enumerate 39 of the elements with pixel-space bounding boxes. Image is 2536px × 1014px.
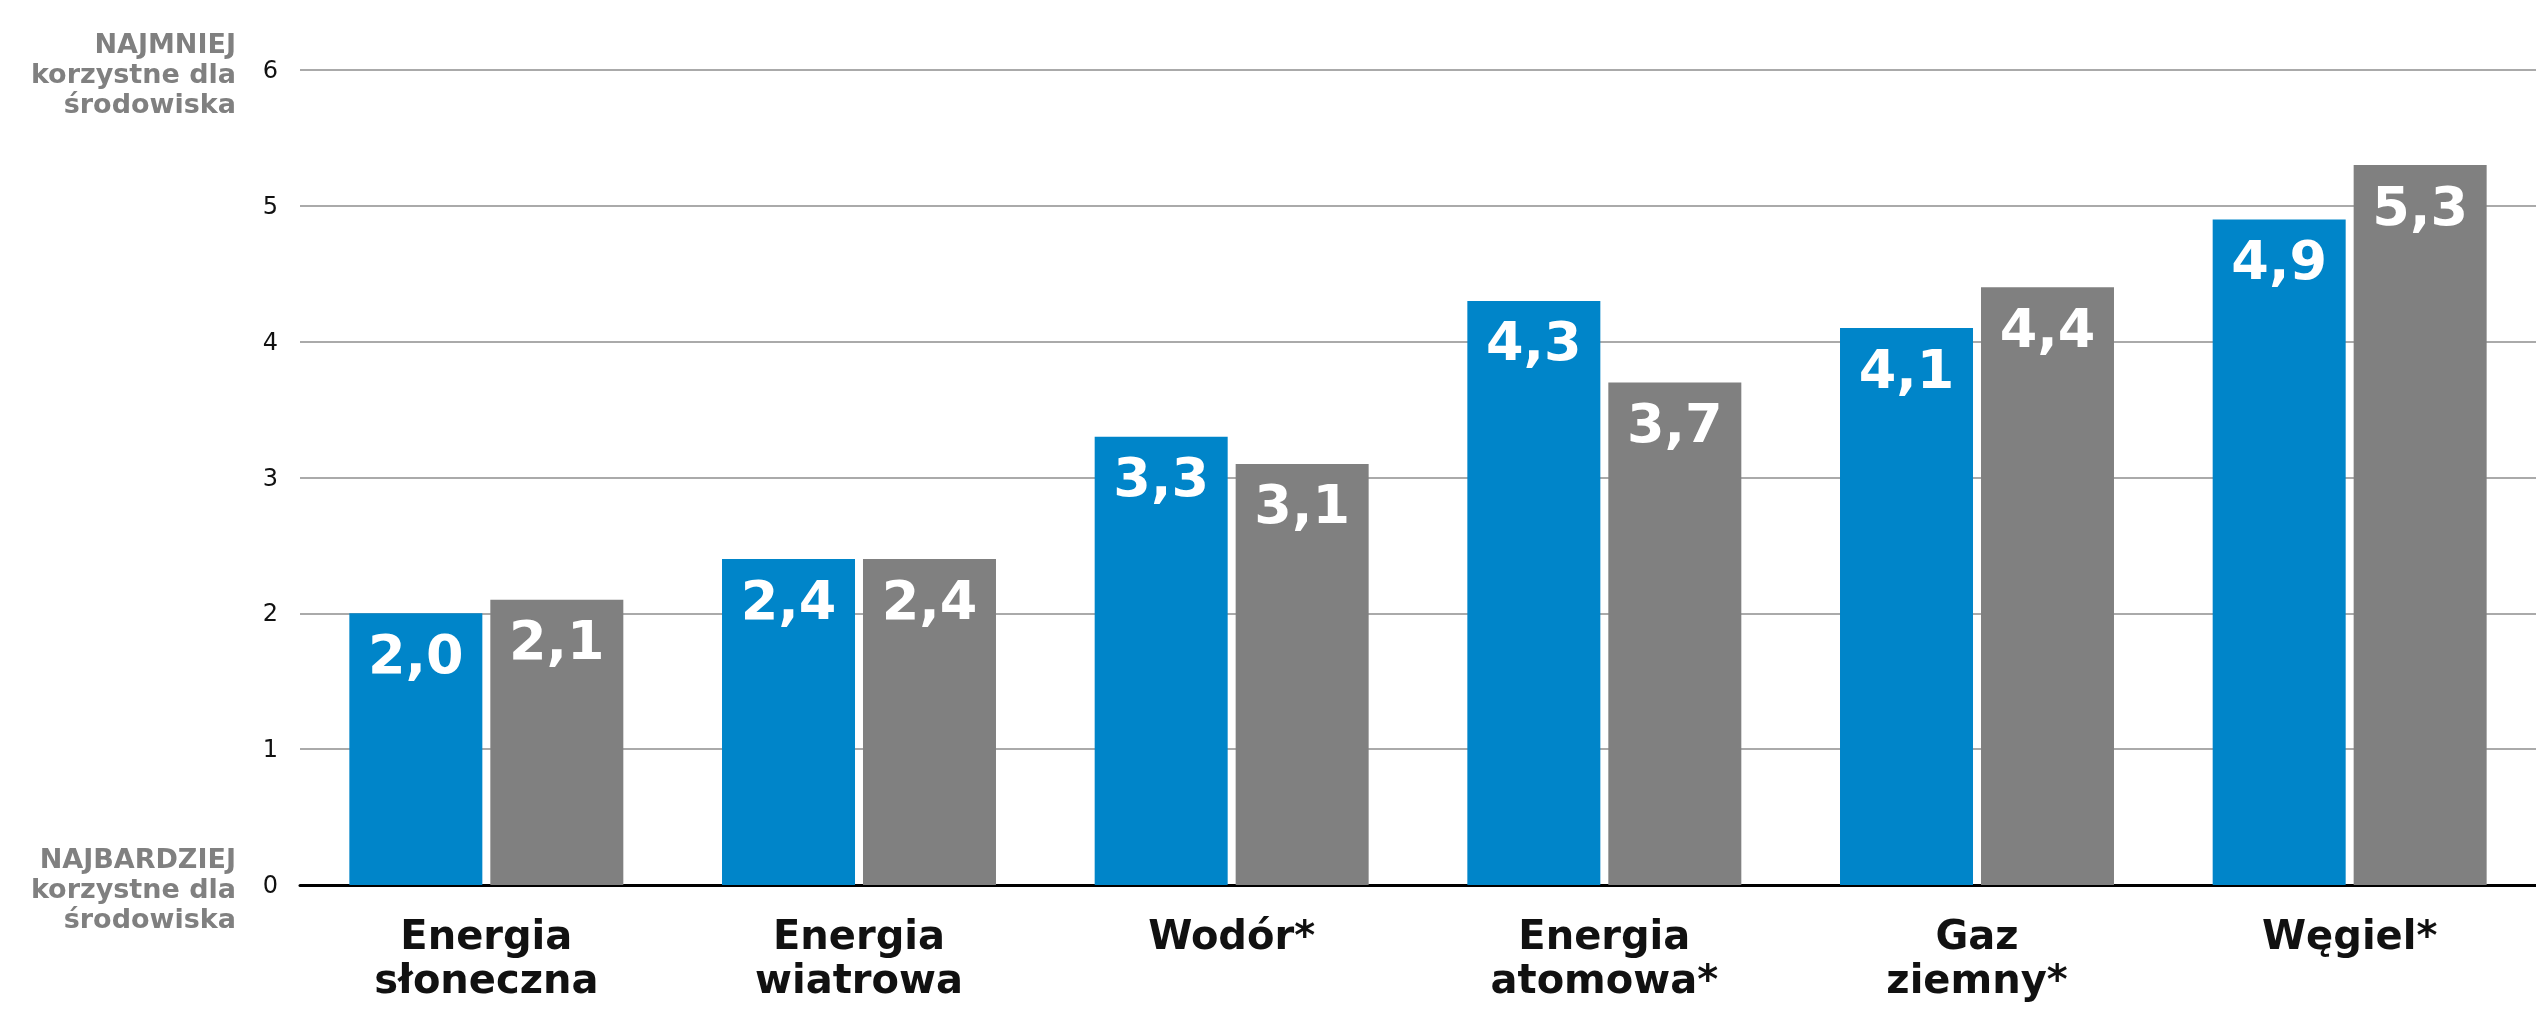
data-label: 2,4 [740,568,837,632]
data-label: 4,3 [1486,310,1582,374]
bar [1608,382,1742,885]
x-tick-label: Gaz ziemny* [1886,912,2068,1002]
x-tick-label: Wodór* [1148,912,1316,958]
bar [349,613,483,885]
text: NAJBARDZIEJ korzystne dla środowiska [30,842,236,934]
data-label: 4,4 [1999,296,2096,360]
data-label: 4,9 [2231,228,2328,292]
x-tick-label: Energia atomowa* [1490,912,1719,1002]
x-tick-label: Energia wiatrowa [755,912,963,1002]
bar [1467,300,1601,885]
bar [1840,328,1974,885]
bar [1094,436,1228,885]
data-label: 3,1 [1254,473,1350,537]
y-tick-label: 5 [262,191,278,220]
x-tick-label: Energia słoneczna [374,912,599,1002]
data-label: 3,7 [1626,391,1723,455]
y-tick-label: 3 [262,463,278,492]
x-tick-label: Węgiel* [2261,912,2438,958]
bar [490,599,624,885]
data-label: 5,3 [2372,174,2468,238]
bar [2353,165,2487,885]
data-label: 2,0 [368,622,464,686]
y-tick-label: 2 [262,599,278,628]
bar [862,559,996,885]
y-tick-label: 4 [262,327,278,356]
bar [2212,219,2346,885]
y-tick-label: 1 [262,735,278,764]
bar [1980,287,2114,885]
bar [1235,463,1369,885]
data-label: 2,1 [508,609,605,673]
bar [722,559,856,885]
data-label: 2,4 [881,568,978,632]
data-label: 4,1 [1858,337,1955,401]
data-label: 3,3 [1113,446,1210,510]
text: NAJMNIEJ korzystne dla środowiska [30,27,236,119]
y-tick-label: 6 [262,56,278,84]
y-tick-label: 0 [262,871,278,899]
